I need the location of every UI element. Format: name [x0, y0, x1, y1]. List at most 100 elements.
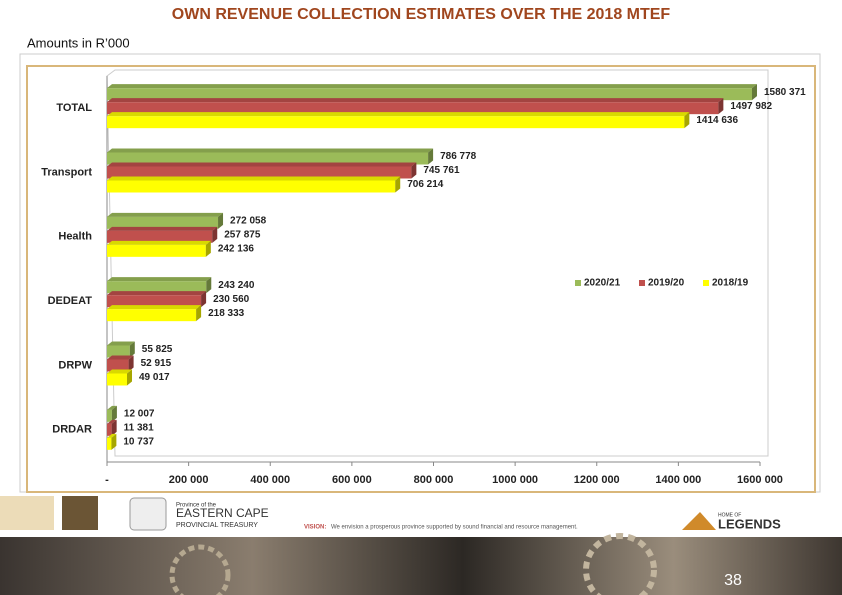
- bar: [107, 281, 207, 294]
- decor-block: [0, 496, 54, 530]
- value-label: 1414 636: [696, 115, 738, 126]
- x-tick-label: 1000 000: [492, 474, 538, 486]
- x-tick-label: 600 000: [332, 474, 372, 486]
- value-label: 52 915: [141, 358, 172, 369]
- bar-end: [111, 405, 117, 422]
- bar: [107, 309, 197, 322]
- legend-swatch: [639, 280, 645, 286]
- bar-end: [206, 277, 212, 294]
- value-label: 55 825: [142, 344, 173, 355]
- bar-top: [107, 148, 434, 153]
- bar-top: [107, 226, 218, 231]
- value-label: 706 214: [407, 179, 444, 190]
- gear: [169, 544, 231, 595]
- category-label: DEDEAT: [48, 295, 93, 307]
- bar: [107, 295, 202, 308]
- legend-label: 2020/21: [584, 278, 621, 289]
- bar: [107, 373, 128, 386]
- x-tick-label: 800 000: [414, 474, 454, 486]
- value-label: 242 136: [218, 243, 255, 254]
- chart: - 200 000 400 000 600 000 800 000 1000 000 120…: [41, 69, 806, 486]
- footer-image: [0, 537, 842, 595]
- department: PROVINCIAL TREASURY: [176, 522, 258, 529]
- bar-end: [395, 176, 401, 193]
- bar: [107, 180, 396, 193]
- brand: LEGENDS: [718, 516, 781, 531]
- bar-end: [201, 291, 207, 308]
- x-tick-label: 200 000: [169, 474, 209, 486]
- bar-top: [107, 98, 724, 103]
- value-label: 243 240: [218, 280, 255, 291]
- bar-top: [107, 212, 224, 217]
- brand-small: HOME OF: [718, 512, 741, 518]
- bar-top: [107, 291, 207, 296]
- bar: [107, 345, 130, 358]
- province-line: Province of the: [176, 503, 217, 509]
- vision-label: VISION:: [304, 525, 326, 531]
- bar-end: [218, 212, 224, 229]
- legend-label: 2019/20: [648, 278, 685, 289]
- gear: [583, 533, 657, 595]
- bar: [107, 166, 412, 179]
- bar-top: [107, 84, 757, 89]
- bar-end: [428, 148, 434, 165]
- bar: [107, 88, 752, 101]
- bar-top: [107, 405, 117, 410]
- decor-block: [62, 496, 98, 530]
- bar: [107, 437, 112, 450]
- bar-end: [196, 305, 202, 322]
- legend-swatch: [703, 280, 709, 286]
- bar: [107, 116, 685, 129]
- bar-top: [107, 162, 417, 167]
- category-label: DRDAR: [52, 424, 92, 436]
- value-label: 745 761: [423, 165, 460, 176]
- bar: [107, 244, 206, 257]
- bar-top: [107, 419, 117, 424]
- bar-end: [411, 162, 417, 179]
- bar-end: [128, 355, 134, 372]
- bar: [107, 423, 112, 436]
- bar-top: [107, 112, 690, 117]
- vision: We envision a prosperous province suppor…: [331, 525, 578, 531]
- bar-top: [107, 341, 135, 346]
- bar-top: [107, 355, 134, 360]
- bar-end: [111, 433, 117, 450]
- bar: [107, 409, 112, 422]
- legend-label: 2018/19: [712, 278, 749, 289]
- category-label: TOTAL: [56, 102, 92, 114]
- bar-end: [751, 84, 757, 101]
- bar-top: [107, 176, 401, 181]
- bar-end: [127, 369, 133, 386]
- bar-top: [107, 433, 117, 438]
- category-label: Transport: [41, 166, 92, 178]
- slide-title: OWN REVENUE COLLECTION ESTIMATES OVER TH…: [172, 6, 671, 23]
- bar: [107, 359, 129, 372]
- x-tick-label: 1600 000: [737, 474, 783, 486]
- value-label: 12 007: [124, 408, 155, 419]
- bar: [107, 216, 219, 229]
- bar: [107, 102, 719, 115]
- brand-icon: [682, 512, 716, 530]
- value-label: 218 333: [208, 308, 245, 319]
- bar-end: [129, 341, 135, 358]
- bar-top: [107, 277, 212, 282]
- page-number: 38: [724, 572, 742, 589]
- value-label: 49 017: [139, 372, 170, 383]
- bar-top: [107, 369, 133, 374]
- value-label: 1497 982: [730, 101, 772, 112]
- bar-top: [107, 305, 202, 310]
- x-tick-label: 400 000: [250, 474, 290, 486]
- bar-end: [212, 226, 218, 243]
- legend-swatch: [575, 280, 581, 286]
- subtitle: Amounts in R’000: [27, 35, 130, 50]
- bar: [107, 152, 429, 165]
- value-label: 230 560: [213, 294, 250, 305]
- bar-end: [718, 98, 724, 115]
- bar-end: [111, 419, 117, 436]
- province: EASTERN CAPE: [176, 506, 269, 520]
- category-label: DRPW: [58, 359, 92, 371]
- value-label: 257 875: [224, 229, 261, 240]
- value-label: 786 778: [440, 151, 477, 162]
